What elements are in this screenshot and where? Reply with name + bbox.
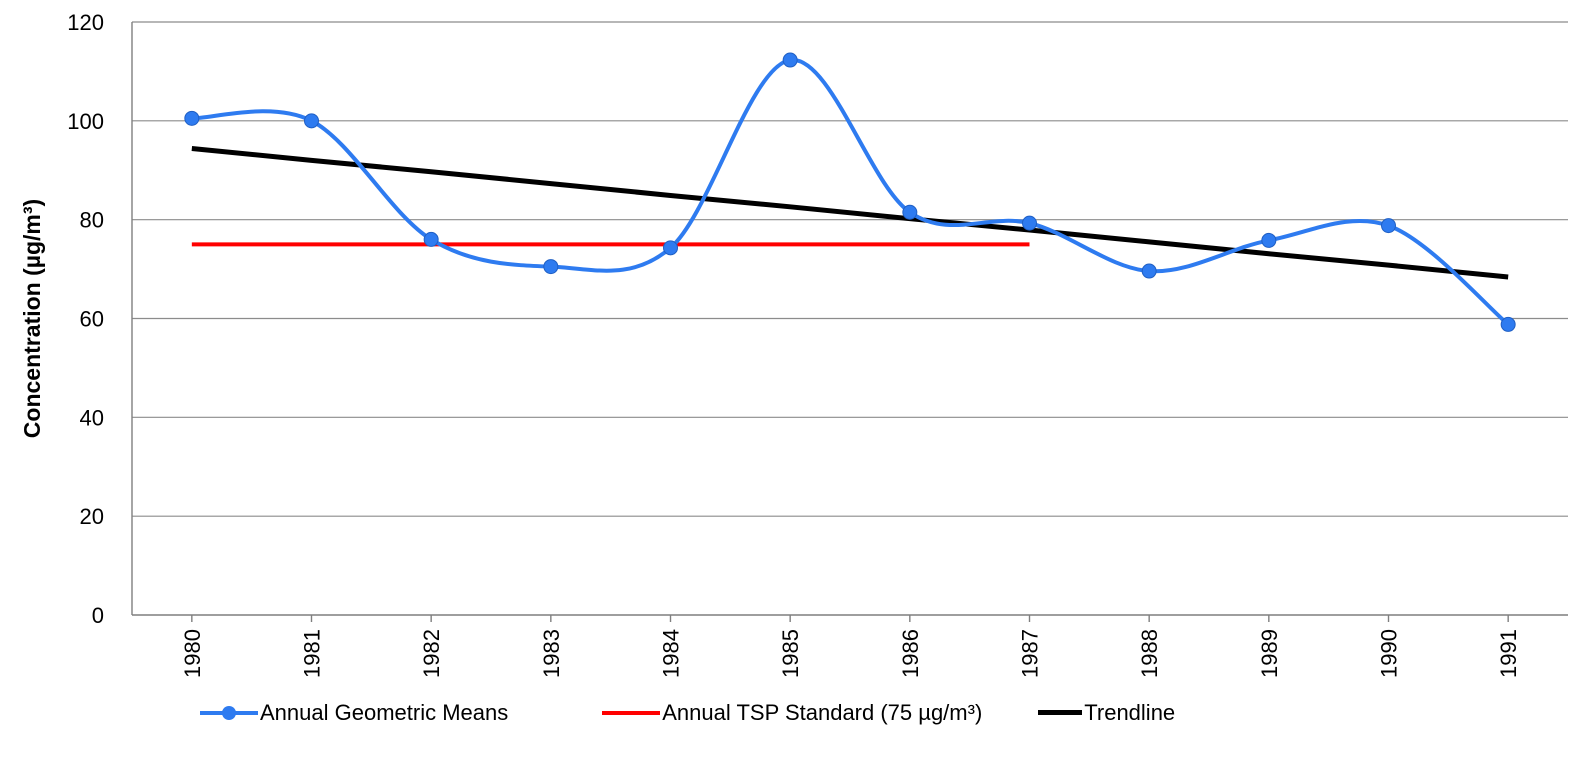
legend-label-means: Annual Geometric Means [260, 700, 509, 725]
x-tick-label-1990: 1990 [1377, 629, 1402, 678]
x-tick-label-1986: 1986 [898, 629, 923, 678]
data-point-means-1985 [782, 52, 798, 68]
y-tick-label-120: 120 [67, 10, 104, 35]
legend-item-trendline: Trendline [1038, 700, 1175, 726]
series-line-trendline [191, 146, 1509, 280]
data-point-means-1986 [902, 204, 918, 220]
data-point-means-1988 [1141, 263, 1157, 279]
data-point-means-1989 [1261, 232, 1277, 248]
legend-label-trendline: Trendline [1084, 700, 1176, 725]
y-tick-label-80: 80 [80, 208, 104, 233]
data-point-means-1987 [1022, 215, 1037, 231]
x-tick-label-1985: 1985 [778, 629, 803, 678]
x-tick-label-1989: 1989 [1257, 629, 1282, 678]
legend-item-means: Annual Geometric Means [200, 700, 508, 726]
chart-svg: 0 20 40 60 80 100 120 1980 1981 1982 1983 1984 1985 1… [19, 10, 1568, 678]
legend-marker-means [222, 706, 236, 720]
legend-swatch-standard [602, 703, 661, 723]
x-tick-label-1982: 1982 [419, 629, 444, 678]
y-tick-label-40: 40 [80, 405, 104, 430]
x-tick-label-1980: 1980 [180, 629, 205, 678]
data-point-means-1980 [184, 110, 200, 126]
x-tick-label-1981: 1981 [300, 629, 325, 678]
data-point-means-1991 [1500, 316, 1516, 332]
legend-label-standard: Annual TSP Standard (75 µg/m³) [662, 700, 983, 725]
legend-swatch-trendline [1038, 703, 1083, 723]
x-tick-label-1984: 1984 [659, 629, 684, 678]
y-tick-label-0: 0 [92, 603, 104, 628]
series-line-means [191, 58, 1510, 326]
x-tick-label-1991: 1991 [1496, 629, 1521, 678]
x-tick-label-1987: 1987 [1018, 629, 1043, 678]
x-tick-label-1988: 1988 [1137, 629, 1162, 678]
data-point-means-1981 [304, 113, 319, 129]
y-tick-label-100: 100 [67, 109, 104, 134]
y-tick-label-20: 20 [80, 504, 104, 529]
data-point-means-1984 [663, 240, 678, 256]
data-point-means-1983 [543, 259, 559, 275]
data-point-means-1982 [423, 231, 439, 247]
legend-item-standard: Annual TSP Standard (75 µg/m³) [602, 700, 982, 726]
x-tick-label-1983: 1983 [539, 629, 564, 678]
legend-line-standard [602, 711, 661, 715]
legend-swatch-means [200, 703, 258, 723]
legend: Annual Geometric Means Annual TSP Standa… [200, 700, 1231, 726]
y-axis-title: Concentration (µg/m³) [19, 199, 45, 438]
legend-line-trendline [1038, 710, 1083, 715]
data-point-means-1990 [1381, 218, 1396, 234]
y-tick-label-60: 60 [80, 307, 104, 332]
